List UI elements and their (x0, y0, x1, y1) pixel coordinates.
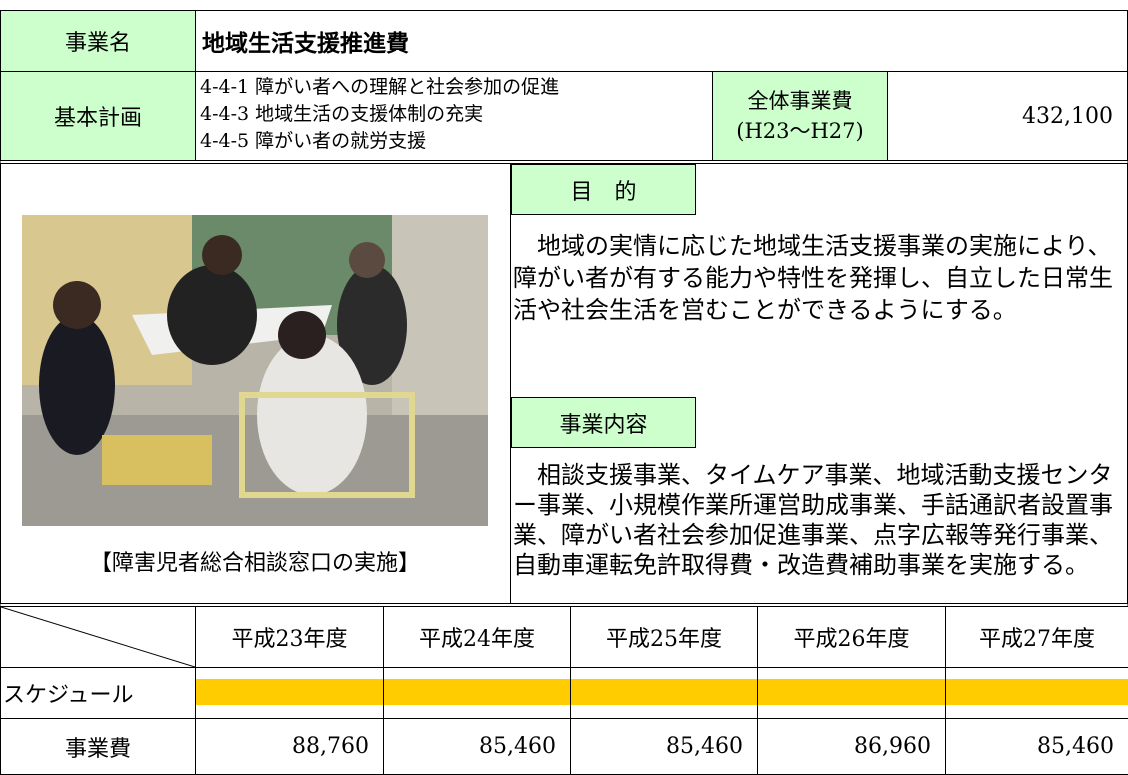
purpose-text: 地域の実情に応じた地域生活支援事業の実施により、障がい者が有する能力や特性を発揮… (513, 232, 1113, 324)
sheet: 事業名 地域生活支援推進費 基本計画 4-4-1 障がい者への理解と社会参加の促… (0, 10, 1128, 775)
total-label: 全体事業費 (747, 89, 853, 113)
purpose-label: 目 的 (511, 164, 696, 215)
plan-item: 4-4-3 地域生活の支援体制の充実 (200, 103, 484, 125)
cost-label: 事業費 (0, 718, 196, 775)
schedule-bar (946, 679, 1128, 705)
cost-value: 85,460 (945, 718, 1128, 775)
total-label-cell: 全体事業費 (H23～H27) (712, 71, 888, 161)
corner-cell (0, 606, 196, 668)
content-label: 事業内容 (511, 397, 696, 448)
plan-item: 4-4-5 障がい者の就労支援 (200, 130, 427, 152)
cost-value: 85,460 (383, 718, 571, 775)
name-label: 事業名 (0, 10, 196, 72)
year-header: 平成26年度 (757, 606, 946, 668)
plan-cell: 4-4-1 障がい者への理解と社会参加の促進 4-4-3 地域生活の支援体制の充… (195, 71, 713, 161)
photo (22, 215, 488, 526)
cost-value: 85,460 (570, 718, 758, 775)
schedule-bar (758, 679, 945, 705)
year-header: 平成24年度 (383, 606, 571, 668)
year-header: 平成27年度 (945, 606, 1128, 668)
schedule-bar (196, 679, 383, 705)
content-text: 相談支援事業、タイムケア事業、地域活動支援センター事業、小規模作業所運営助成事業… (513, 461, 1113, 579)
cost-value: 86,960 (757, 718, 946, 775)
cost-value: 88,760 (195, 718, 384, 775)
diagonal (0, 606, 196, 668)
plan-item: 4-4-1 障がい者への理解と社会参加の促進 (200, 76, 560, 98)
year-header: 平成25年度 (570, 606, 758, 668)
schedule-bar (384, 679, 570, 705)
total-value: 432,100 (887, 71, 1128, 161)
photo-caption: 【障害児者総合相談窓口の実施】 (89, 551, 420, 576)
schedule-bar (571, 679, 757, 705)
plan-label: 基本計画 (0, 71, 196, 161)
year-header: 平成23年度 (195, 606, 384, 668)
total-period: (H23～H27) (736, 119, 864, 143)
schedule-label: スケジュール (0, 667, 196, 719)
divider (510, 164, 511, 604)
project-name: 地域生活支援推進費 (195, 10, 1128, 72)
